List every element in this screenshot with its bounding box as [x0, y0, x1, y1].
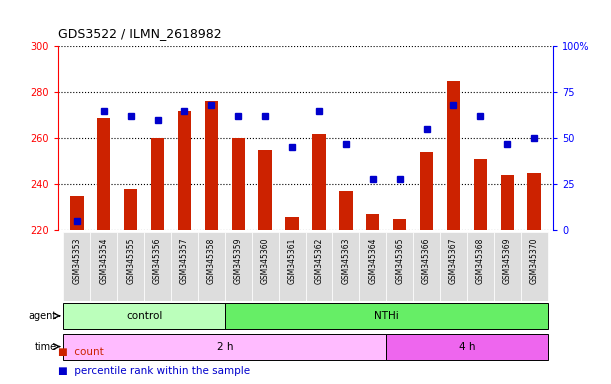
Bar: [440, 232, 467, 301]
Text: GSM345357: GSM345357: [180, 238, 189, 284]
Bar: [151, 138, 164, 230]
Bar: [252, 232, 279, 301]
Text: GSM345360: GSM345360: [261, 238, 269, 284]
Bar: [306, 232, 332, 301]
Bar: [225, 303, 547, 329]
Bar: [279, 232, 306, 301]
Bar: [494, 232, 521, 301]
Text: GSM345359: GSM345359: [234, 238, 243, 284]
Bar: [366, 214, 379, 230]
Bar: [474, 159, 487, 230]
Text: GSM345365: GSM345365: [395, 238, 404, 284]
Bar: [359, 232, 386, 301]
Text: GSM345362: GSM345362: [315, 238, 323, 284]
Text: GSM345363: GSM345363: [342, 238, 350, 284]
Bar: [64, 303, 225, 329]
Bar: [386, 232, 413, 301]
Text: ■  count: ■ count: [58, 347, 104, 357]
Bar: [386, 334, 547, 359]
Bar: [97, 118, 111, 230]
Text: time: time: [35, 341, 57, 352]
Text: GSM345358: GSM345358: [207, 238, 216, 284]
Bar: [420, 152, 433, 230]
Bar: [124, 189, 137, 230]
Bar: [312, 134, 326, 230]
Bar: [285, 217, 299, 230]
Bar: [144, 232, 171, 301]
Bar: [447, 81, 460, 230]
Bar: [332, 232, 359, 301]
Text: agent: agent: [29, 311, 57, 321]
Text: ■  percentile rank within the sample: ■ percentile rank within the sample: [58, 366, 250, 376]
Text: GSM345369: GSM345369: [503, 238, 512, 284]
Text: NTHi: NTHi: [374, 311, 398, 321]
Text: 2 h: 2 h: [216, 341, 233, 352]
Bar: [171, 232, 198, 301]
Bar: [500, 175, 514, 230]
Bar: [64, 232, 90, 301]
Bar: [258, 150, 272, 230]
Text: control: control: [126, 311, 163, 321]
Text: GSM345361: GSM345361: [288, 238, 296, 284]
Text: GSM345368: GSM345368: [476, 238, 485, 284]
Text: GSM345366: GSM345366: [422, 238, 431, 284]
Bar: [232, 138, 245, 230]
Text: GDS3522 / ILMN_2618982: GDS3522 / ILMN_2618982: [58, 27, 222, 40]
Bar: [64, 334, 386, 359]
Text: GSM345356: GSM345356: [153, 238, 162, 284]
Bar: [70, 196, 84, 230]
Bar: [117, 232, 144, 301]
Text: GSM345367: GSM345367: [449, 238, 458, 284]
Text: GSM345364: GSM345364: [368, 238, 377, 284]
Bar: [178, 111, 191, 230]
Text: GSM345370: GSM345370: [530, 238, 539, 284]
Text: GSM345353: GSM345353: [72, 238, 81, 284]
Bar: [339, 191, 353, 230]
Bar: [205, 101, 218, 230]
Bar: [90, 232, 117, 301]
Text: 4 h: 4 h: [459, 341, 475, 352]
Bar: [467, 232, 494, 301]
Bar: [225, 232, 252, 301]
Bar: [393, 219, 406, 230]
Bar: [521, 232, 547, 301]
Bar: [198, 232, 225, 301]
Text: GSM345355: GSM345355: [126, 238, 135, 284]
Bar: [413, 232, 440, 301]
Text: GSM345354: GSM345354: [99, 238, 108, 284]
Bar: [527, 173, 541, 230]
